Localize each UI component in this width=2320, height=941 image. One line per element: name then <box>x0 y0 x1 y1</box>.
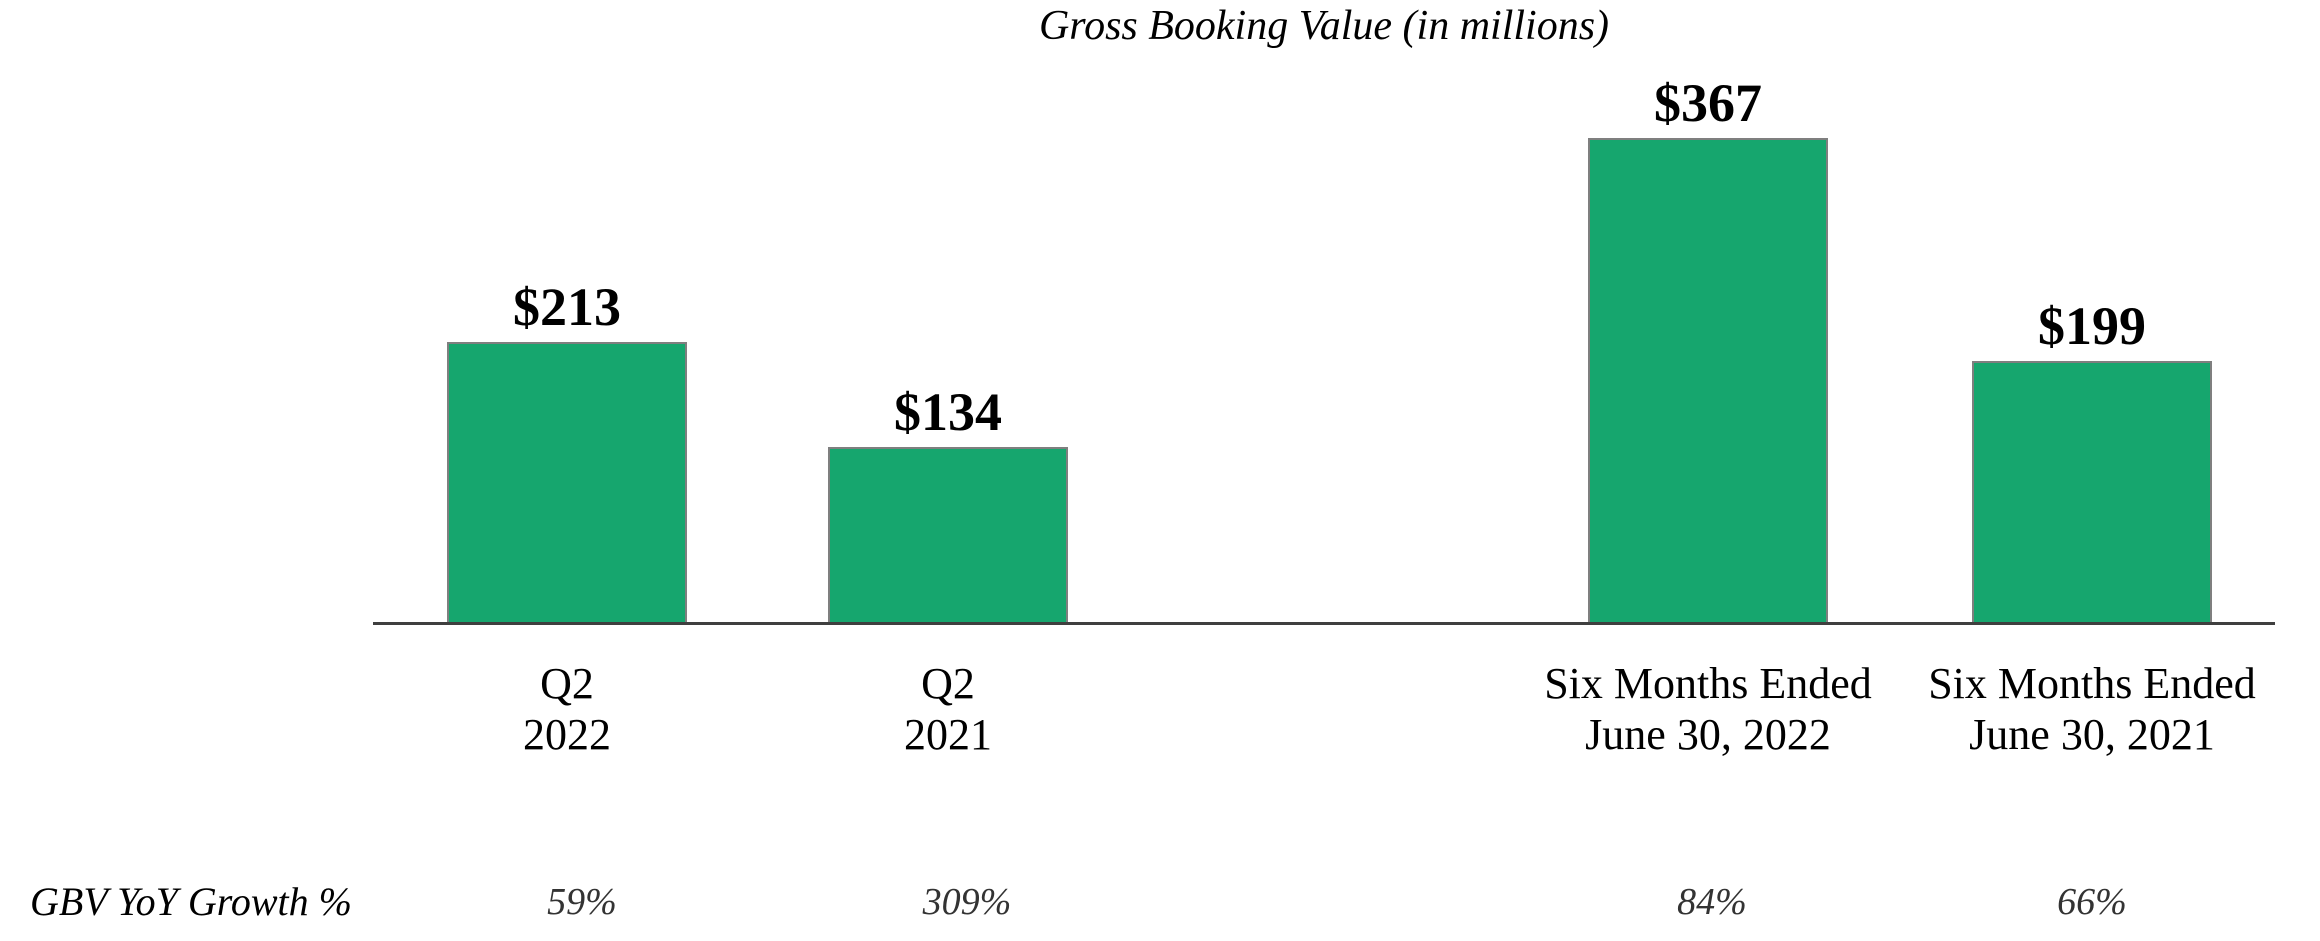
x-axis-label-line2: June 30, 2022 <box>1585 710 1831 760</box>
x-axis-label-line2: June 30, 2021 <box>1969 710 2215 760</box>
x-axis-label: Six Months Ended June 30, 2022 <box>1508 658 1908 760</box>
x-axis-label: Q2 2022 <box>367 658 767 760</box>
bar <box>828 447 1068 625</box>
bar-value-label: $134 <box>894 382 1002 442</box>
x-axis-label-line2: 2022 <box>523 710 611 760</box>
bar-value-label: $213 <box>513 277 621 337</box>
growth-value: 309% <box>922 881 1012 923</box>
x-axis-label-line1: Q2 <box>921 659 975 708</box>
growth-value: 84% <box>1677 881 1747 923</box>
bar-value-label: $199 <box>2038 296 2146 356</box>
bar <box>1588 138 1828 625</box>
x-axis-label-line1: Q2 <box>540 659 594 708</box>
x-axis-label-line1: Six Months Ended <box>1928 659 2256 708</box>
bar <box>1972 361 2212 625</box>
x-axis-label-line1: Six Months Ended <box>1544 659 1872 708</box>
x-axis-label: Q2 2021 <box>748 658 1148 760</box>
x-axis-label-line2: 2021 <box>904 710 992 760</box>
bar <box>447 342 687 625</box>
chart-title: Gross Booking Value (in millions) <box>1038 3 1610 49</box>
growth-row-label: GBV YoY Growth % <box>30 879 352 924</box>
growth-value: 59% <box>547 881 617 923</box>
x-axis-line <box>373 622 2275 625</box>
x-axis-label: Six Months Ended June 30, 2021 <box>1892 658 2292 760</box>
bar-value-label: $367 <box>1654 73 1762 133</box>
growth-value: 66% <box>2057 881 2127 923</box>
